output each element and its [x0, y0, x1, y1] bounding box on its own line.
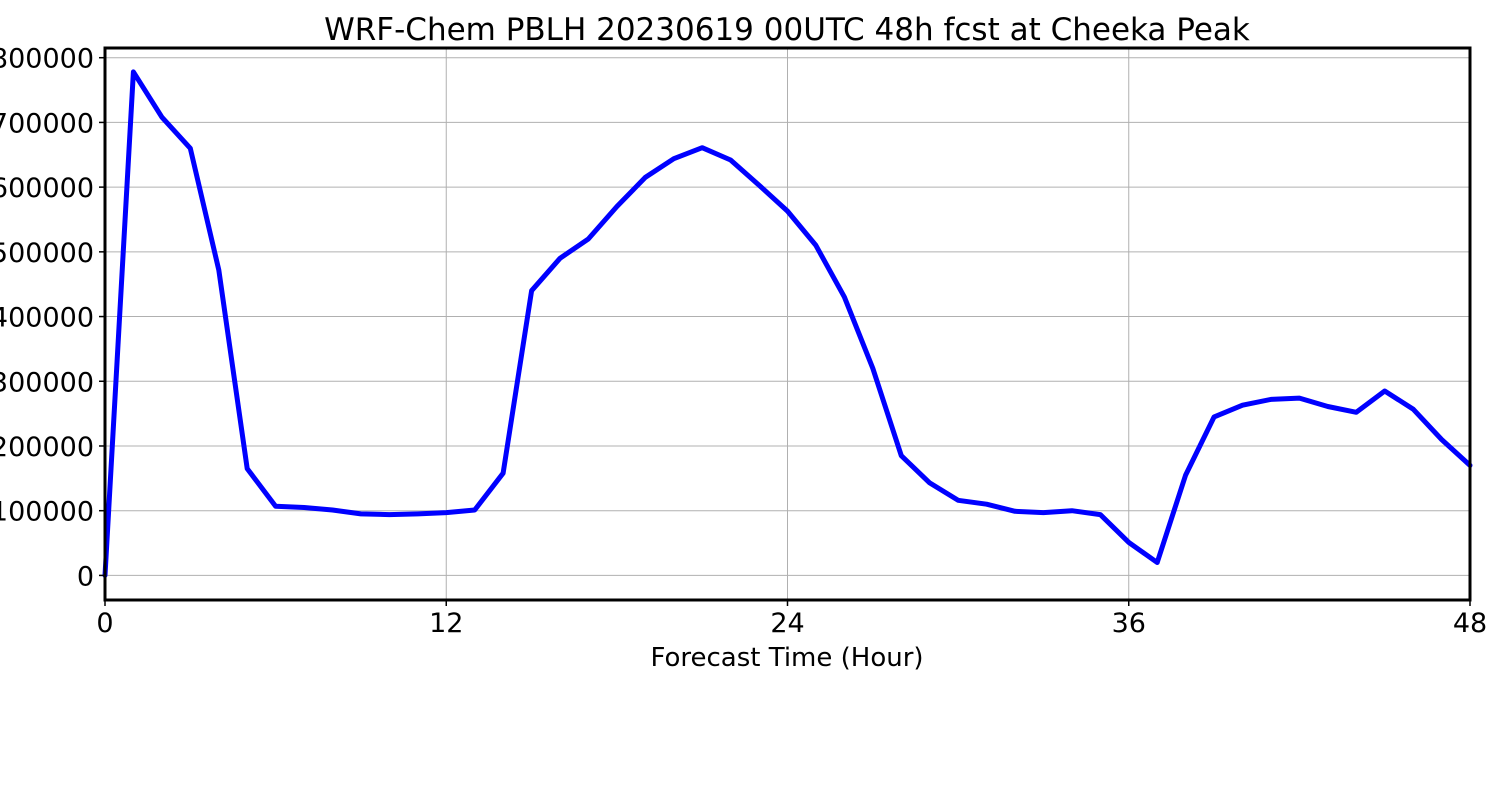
y-tick-labels: 0 100000 200000 300000 400000 500000 600000 700…: [0, 44, 94, 593]
x-tick-label: 24: [770, 608, 804, 639]
series-layer: [102, 69, 1473, 578]
series-line-0: [102, 69, 1473, 578]
y-tick-label: 300000: [0, 367, 94, 398]
y-tick-label: 700000: [0, 108, 94, 139]
plot-frame: [103, 46, 1472, 602]
y-tick-label: 800000: [0, 44, 94, 75]
y-tick-label: 200000: [0, 432, 94, 463]
x-tick-labels: 0 12 24 36 48: [96, 608, 1487, 639]
y-tick-label: 100000: [0, 497, 94, 528]
x-axis-label: Forecast Time (Hour): [650, 643, 923, 673]
y-tick-label: 600000: [0, 173, 94, 204]
x-tick-label: 48: [1453, 608, 1487, 639]
y-tick-label: 500000: [0, 238, 94, 269]
chart-title: WRF-Chem PBLH 20230619 00UTC 48h fcst at…: [324, 12, 1250, 48]
grid-lines: [104, 48, 1471, 600]
y-tick-label: 0: [77, 561, 94, 592]
tick-marks: [99, 56, 1471, 606]
x-tick-label: 0: [96, 608, 113, 639]
x-tick-label: 36: [1112, 608, 1146, 639]
x-tick-label: 12: [429, 608, 463, 639]
y-tick-label: 400000: [0, 303, 94, 334]
